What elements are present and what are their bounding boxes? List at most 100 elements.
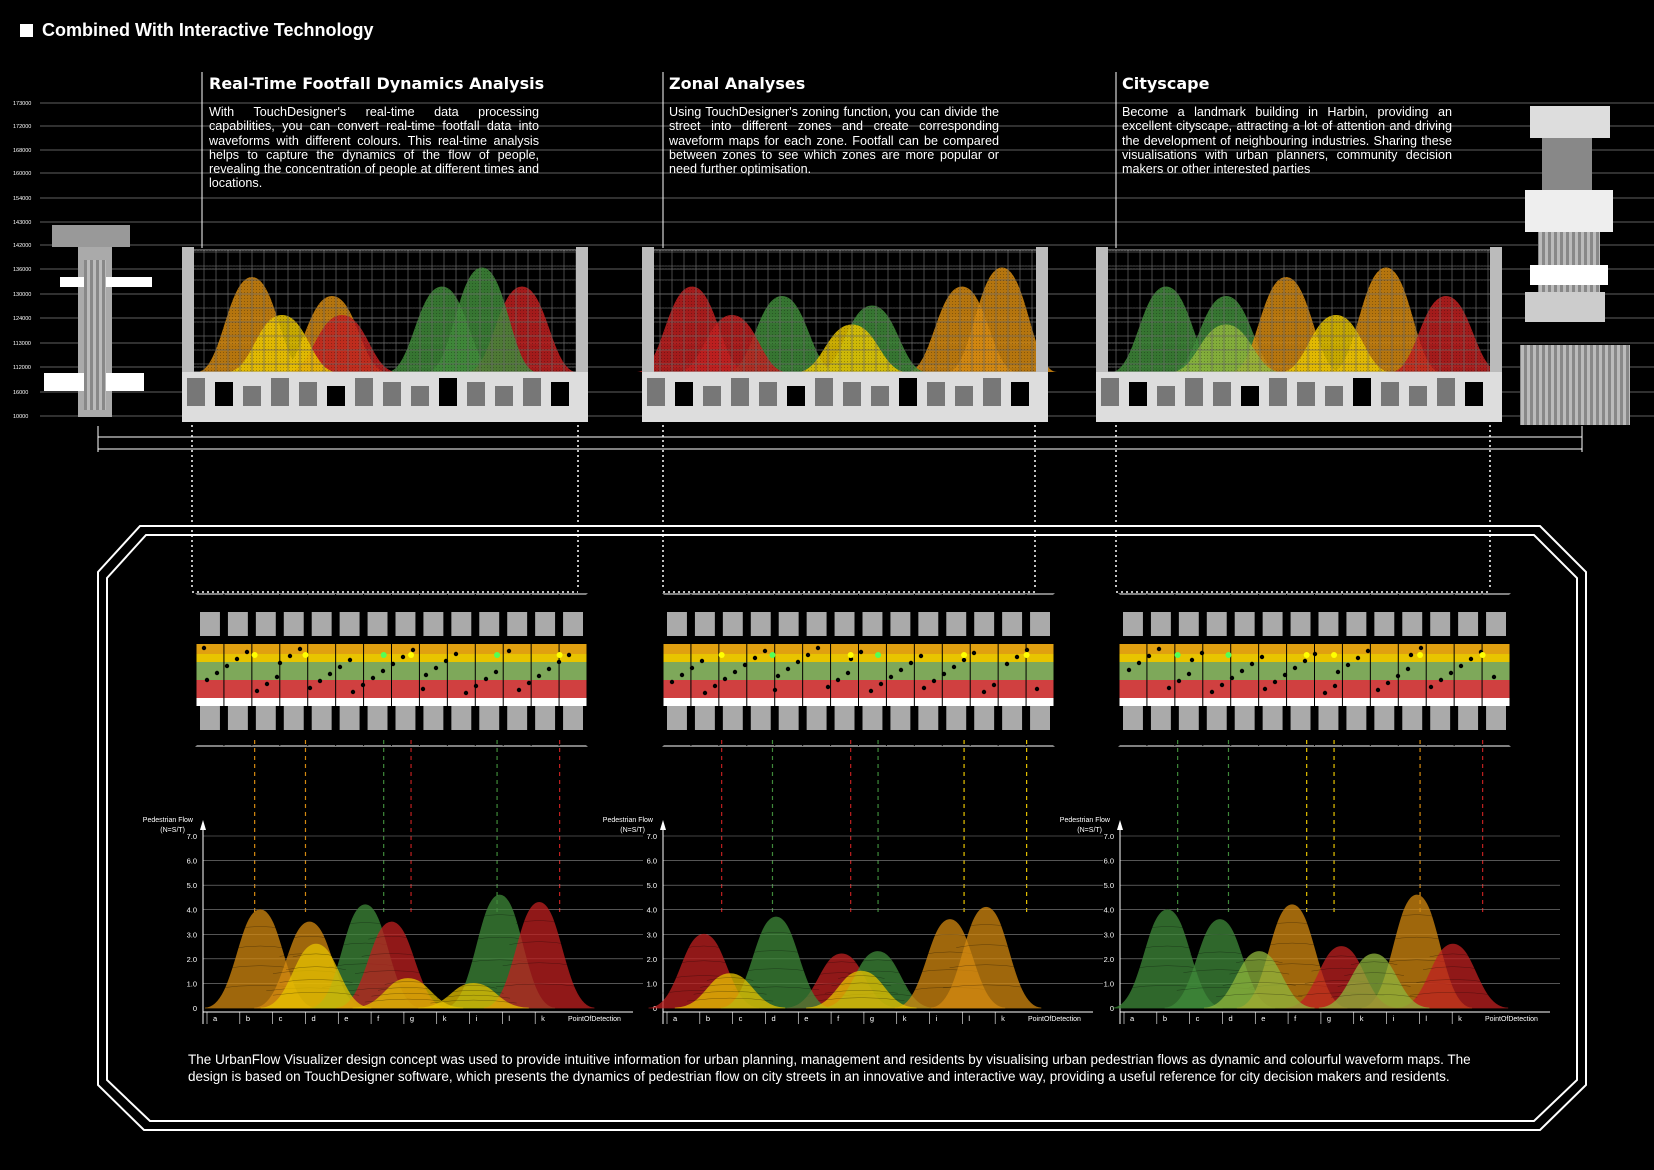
pedestrian-dot bbox=[722, 676, 728, 682]
plan-column bbox=[1115, 612, 1123, 636]
plan-column bbox=[1022, 612, 1031, 636]
pedestrian-dot bbox=[1209, 689, 1215, 695]
pedestrian-dot bbox=[1302, 658, 1308, 664]
plan-column bbox=[275, 706, 284, 730]
waveform-series-light_green bbox=[1203, 951, 1315, 1009]
chart-group: 7.0 6.0 5.0 4.0 3.0 2.0 1.0 0 Pedestrian Flow (N=… bbox=[143, 817, 1560, 1024]
facade-shopfront bbox=[439, 378, 457, 406]
pedestrian-dot bbox=[317, 678, 323, 684]
plan-column bbox=[966, 706, 975, 730]
chart-x-tick-label: g bbox=[870, 1014, 874, 1023]
chart-x-tick-label: k bbox=[541, 1014, 545, 1023]
pedestrian-dot bbox=[795, 659, 801, 665]
left-tower bbox=[44, 225, 152, 417]
waveform-contour bbox=[1330, 993, 1418, 998]
pedestrian-dot bbox=[888, 674, 894, 680]
level-label: 124000 bbox=[13, 316, 31, 322]
waveform-contour bbox=[673, 960, 734, 964]
plan-column bbox=[1254, 706, 1263, 730]
facade-shopfront bbox=[899, 378, 917, 406]
pedestrian-dot bbox=[453, 651, 459, 657]
pedestrian-dot bbox=[201, 645, 207, 651]
waveform-contour bbox=[746, 950, 806, 954]
chart-x-axis-label: PointOfDetection bbox=[1028, 1016, 1081, 1023]
pedestrian-dot bbox=[1186, 671, 1192, 677]
section-title-cityscape: Cityscape bbox=[1122, 74, 1210, 93]
waveform-contour bbox=[496, 983, 583, 988]
detection-point bbox=[1331, 652, 1338, 658]
chart-y-tick-label: 3.0 bbox=[1104, 930, 1114, 939]
facade-shopfront bbox=[955, 386, 973, 406]
waveform-contour bbox=[693, 991, 767, 995]
detection-point bbox=[1479, 652, 1486, 658]
facade-1 bbox=[182, 247, 588, 422]
pedestrian-dot bbox=[1199, 650, 1205, 656]
plan-column bbox=[1022, 706, 1031, 730]
facade-shopfront bbox=[983, 378, 1001, 406]
facade-shopfront bbox=[1241, 386, 1259, 406]
detection-point bbox=[1417, 652, 1424, 658]
plan-column bbox=[1254, 612, 1263, 636]
facade-texture bbox=[192, 250, 578, 372]
pedestrian-dot bbox=[1229, 675, 1235, 681]
chart-y-tick-label: 0 bbox=[193, 1004, 197, 1013]
pedestrian-dot bbox=[1292, 665, 1298, 671]
detection-point bbox=[494, 652, 501, 658]
pedestrian-dot bbox=[1034, 686, 1040, 692]
plan-column bbox=[192, 612, 200, 636]
pedestrian-dot bbox=[1405, 666, 1411, 672]
plan-column bbox=[583, 612, 591, 636]
plan-column bbox=[1142, 706, 1151, 730]
waveform-contour bbox=[1190, 951, 1250, 956]
chart-y-axis-label: Pedestrian Flow bbox=[143, 817, 194, 824]
waveform-contour bbox=[838, 975, 885, 979]
chart-x-tick-label: l bbox=[1425, 1014, 1427, 1023]
chart-x-tick-label: k bbox=[443, 1014, 447, 1023]
level-label: 160000 bbox=[13, 171, 31, 177]
detection-point bbox=[718, 652, 725, 658]
plan-column bbox=[1310, 612, 1319, 636]
chart-x-axis-label: PointOfDetection bbox=[1485, 1016, 1538, 1023]
plan-column bbox=[1198, 706, 1207, 730]
waveform-contour bbox=[1350, 961, 1398, 965]
level-label: 112000 bbox=[13, 365, 31, 371]
plan-column bbox=[1366, 612, 1375, 636]
waveform-contour bbox=[1222, 982, 1296, 986]
detection-point bbox=[1303, 652, 1310, 658]
level-label: 172000 bbox=[13, 124, 31, 130]
waveform-contour bbox=[1137, 945, 1198, 950]
plan-column bbox=[499, 706, 508, 730]
plan-column bbox=[798, 706, 807, 730]
plan-column bbox=[714, 612, 723, 636]
pedestrian-dot bbox=[1176, 678, 1182, 684]
plan-column bbox=[966, 612, 975, 636]
chart-y-tick-label: 3.0 bbox=[187, 930, 197, 939]
pedestrian-dot bbox=[898, 667, 904, 673]
waveform-chart-1: 7.0 6.0 5.0 4.0 3.0 2.0 1.0 0 Pedestrian Flow (N=… bbox=[143, 817, 643, 1024]
facade-shopfront bbox=[759, 382, 777, 406]
pedestrian-dot bbox=[1166, 685, 1172, 691]
chart-x-tick-label: i bbox=[936, 1014, 938, 1023]
pedestrian-dot bbox=[1375, 687, 1381, 693]
pedestrian-dot bbox=[360, 682, 366, 688]
waveform-contour bbox=[502, 962, 576, 966]
pedestrian-dot bbox=[1458, 663, 1464, 669]
waveform-contour bbox=[706, 977, 754, 981]
waveform-contour bbox=[341, 922, 389, 926]
pedestrian-dot bbox=[1189, 657, 1195, 663]
plan-column bbox=[826, 706, 835, 730]
pedestrian-dot bbox=[1408, 652, 1414, 658]
pedestrian-dot bbox=[264, 681, 270, 687]
facade-shopfront bbox=[1325, 386, 1343, 406]
page-title-text: Combined With Interactive Technology bbox=[42, 20, 374, 40]
chart-y-tick-label: 2.0 bbox=[187, 955, 197, 964]
pedestrian-dot bbox=[1365, 648, 1371, 654]
pedestrian-dot bbox=[878, 681, 884, 687]
facade-shopfront bbox=[703, 386, 721, 406]
plan-column bbox=[1394, 706, 1403, 730]
plan-column bbox=[583, 706, 591, 730]
pedestrian-dot bbox=[1156, 646, 1162, 652]
facade-shopfront bbox=[815, 378, 833, 406]
waveform-contour bbox=[1429, 953, 1477, 958]
plan-column bbox=[1478, 706, 1487, 730]
